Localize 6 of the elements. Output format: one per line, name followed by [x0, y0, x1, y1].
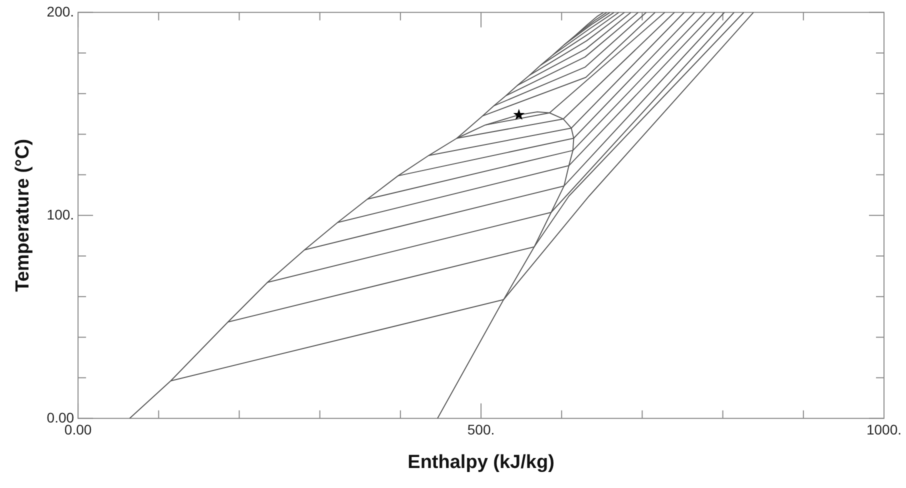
y-axis-title: Temperature (°C) — [12, 138, 34, 292]
y-tick-label: 100. — [46, 206, 74, 222]
x-tick-label: 500. — [467, 422, 495, 438]
y-tick-label: 200. — [46, 3, 74, 20]
x-tick-label: 1000. — [866, 422, 902, 438]
x-axis-title: Enthalpy (kJ/kg) — [408, 452, 554, 473]
